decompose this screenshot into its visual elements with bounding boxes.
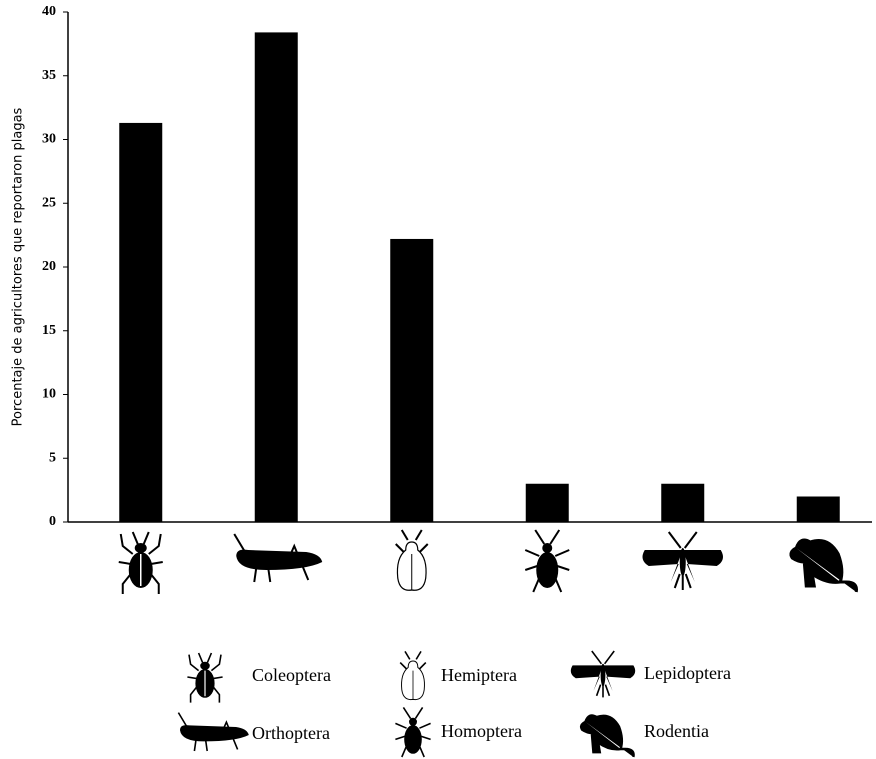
y-axis-label: Porcentaje de agricultores que reportaro… bbox=[11, 107, 26, 426]
icon-part bbox=[206, 652, 213, 663]
legend-label: Rodentia bbox=[644, 721, 709, 741]
icon bbox=[177, 712, 249, 752]
bar bbox=[119, 122, 163, 523]
icon bbox=[187, 652, 223, 703]
bar bbox=[390, 238, 434, 522]
icon-part bbox=[419, 722, 431, 729]
icon-part bbox=[600, 663, 606, 687]
icon-part bbox=[187, 676, 198, 680]
icon bbox=[118, 531, 163, 594]
icon-part bbox=[210, 654, 222, 672]
icon-part bbox=[404, 725, 422, 754]
icon-part bbox=[554, 549, 570, 557]
icon-part bbox=[253, 567, 258, 583]
icon-part bbox=[267, 567, 272, 583]
icon-part bbox=[579, 714, 635, 758]
icon bbox=[579, 714, 635, 758]
legend-label: Coleoptera bbox=[252, 665, 331, 685]
icon-part bbox=[189, 686, 198, 703]
icon bbox=[524, 529, 570, 593]
icon-part bbox=[419, 543, 429, 553]
icon bbox=[789, 538, 859, 593]
bar bbox=[525, 483, 569, 522]
icon-part bbox=[414, 529, 423, 541]
icon-part bbox=[395, 735, 406, 741]
icon-part bbox=[591, 650, 603, 665]
y-tick-label: 5 bbox=[49, 450, 56, 465]
icon-part bbox=[150, 561, 163, 565]
bar bbox=[661, 483, 705, 522]
icon-part bbox=[193, 739, 197, 752]
icon-part bbox=[236, 549, 323, 570]
icon-part bbox=[399, 662, 408, 670]
icon-part bbox=[197, 652, 204, 663]
icon-part bbox=[420, 735, 431, 741]
legend-label: Orthoptera bbox=[252, 723, 330, 743]
icon-part bbox=[212, 676, 223, 680]
icon-part bbox=[789, 538, 859, 593]
icon-part bbox=[603, 650, 615, 665]
icon-part bbox=[542, 543, 553, 553]
legend-label: Lepidoptera bbox=[644, 663, 731, 683]
icon-part bbox=[395, 722, 407, 729]
icon-part bbox=[188, 654, 200, 672]
icon-part bbox=[604, 684, 611, 697]
y-tick-label: 25 bbox=[42, 195, 56, 210]
icon-part bbox=[131, 531, 139, 545]
y-tick-label: 40 bbox=[42, 4, 56, 19]
icon-part bbox=[549, 529, 561, 545]
y-tick-label: 0 bbox=[49, 514, 56, 529]
icon-part bbox=[200, 661, 210, 670]
icon-part bbox=[667, 531, 682, 549]
icon bbox=[570, 650, 636, 698]
icon bbox=[399, 650, 427, 701]
icon-part bbox=[679, 548, 686, 576]
icon bbox=[642, 531, 723, 590]
icon-part bbox=[149, 573, 160, 594]
icon-part bbox=[204, 739, 208, 752]
icon-part bbox=[524, 565, 538, 571]
icon-part bbox=[148, 533, 162, 555]
icon-part bbox=[684, 573, 692, 589]
icon bbox=[395, 706, 431, 758]
icon-part bbox=[556, 565, 570, 571]
icon bbox=[395, 529, 429, 591]
icon bbox=[233, 533, 323, 583]
icon-part bbox=[524, 549, 540, 557]
icon-part bbox=[595, 684, 602, 697]
y-tick-label: 10 bbox=[42, 387, 56, 402]
icon-part bbox=[119, 533, 134, 555]
icon-part bbox=[536, 552, 559, 588]
icon-part bbox=[118, 561, 131, 565]
icon-part bbox=[400, 529, 409, 541]
icon-part bbox=[404, 650, 411, 660]
icon-part bbox=[415, 650, 422, 660]
icon-part bbox=[121, 573, 132, 594]
icon-part bbox=[212, 686, 221, 703]
icon-part bbox=[534, 529, 546, 545]
icon-part bbox=[142, 531, 150, 545]
y-tick-label: 20 bbox=[42, 259, 56, 274]
icon-part bbox=[409, 717, 417, 726]
icon-part bbox=[180, 725, 249, 742]
bar bbox=[254, 32, 298, 523]
y-tick-label: 30 bbox=[42, 132, 56, 147]
icon-part bbox=[402, 706, 412, 720]
icon-part bbox=[414, 706, 424, 720]
icon-part bbox=[418, 662, 427, 670]
legend-label: Hemiptera bbox=[441, 665, 517, 685]
y-tick-label: 15 bbox=[42, 323, 56, 338]
icon-part bbox=[673, 573, 681, 589]
icon-part bbox=[570, 665, 636, 691]
y-tick-label: 35 bbox=[42, 68, 56, 83]
icon-part bbox=[683, 531, 698, 549]
icon-part bbox=[395, 543, 405, 553]
legend-label: Homoptera bbox=[441, 721, 522, 741]
icon-part bbox=[134, 543, 147, 553]
bar bbox=[796, 496, 840, 522]
icon-part bbox=[642, 550, 723, 582]
